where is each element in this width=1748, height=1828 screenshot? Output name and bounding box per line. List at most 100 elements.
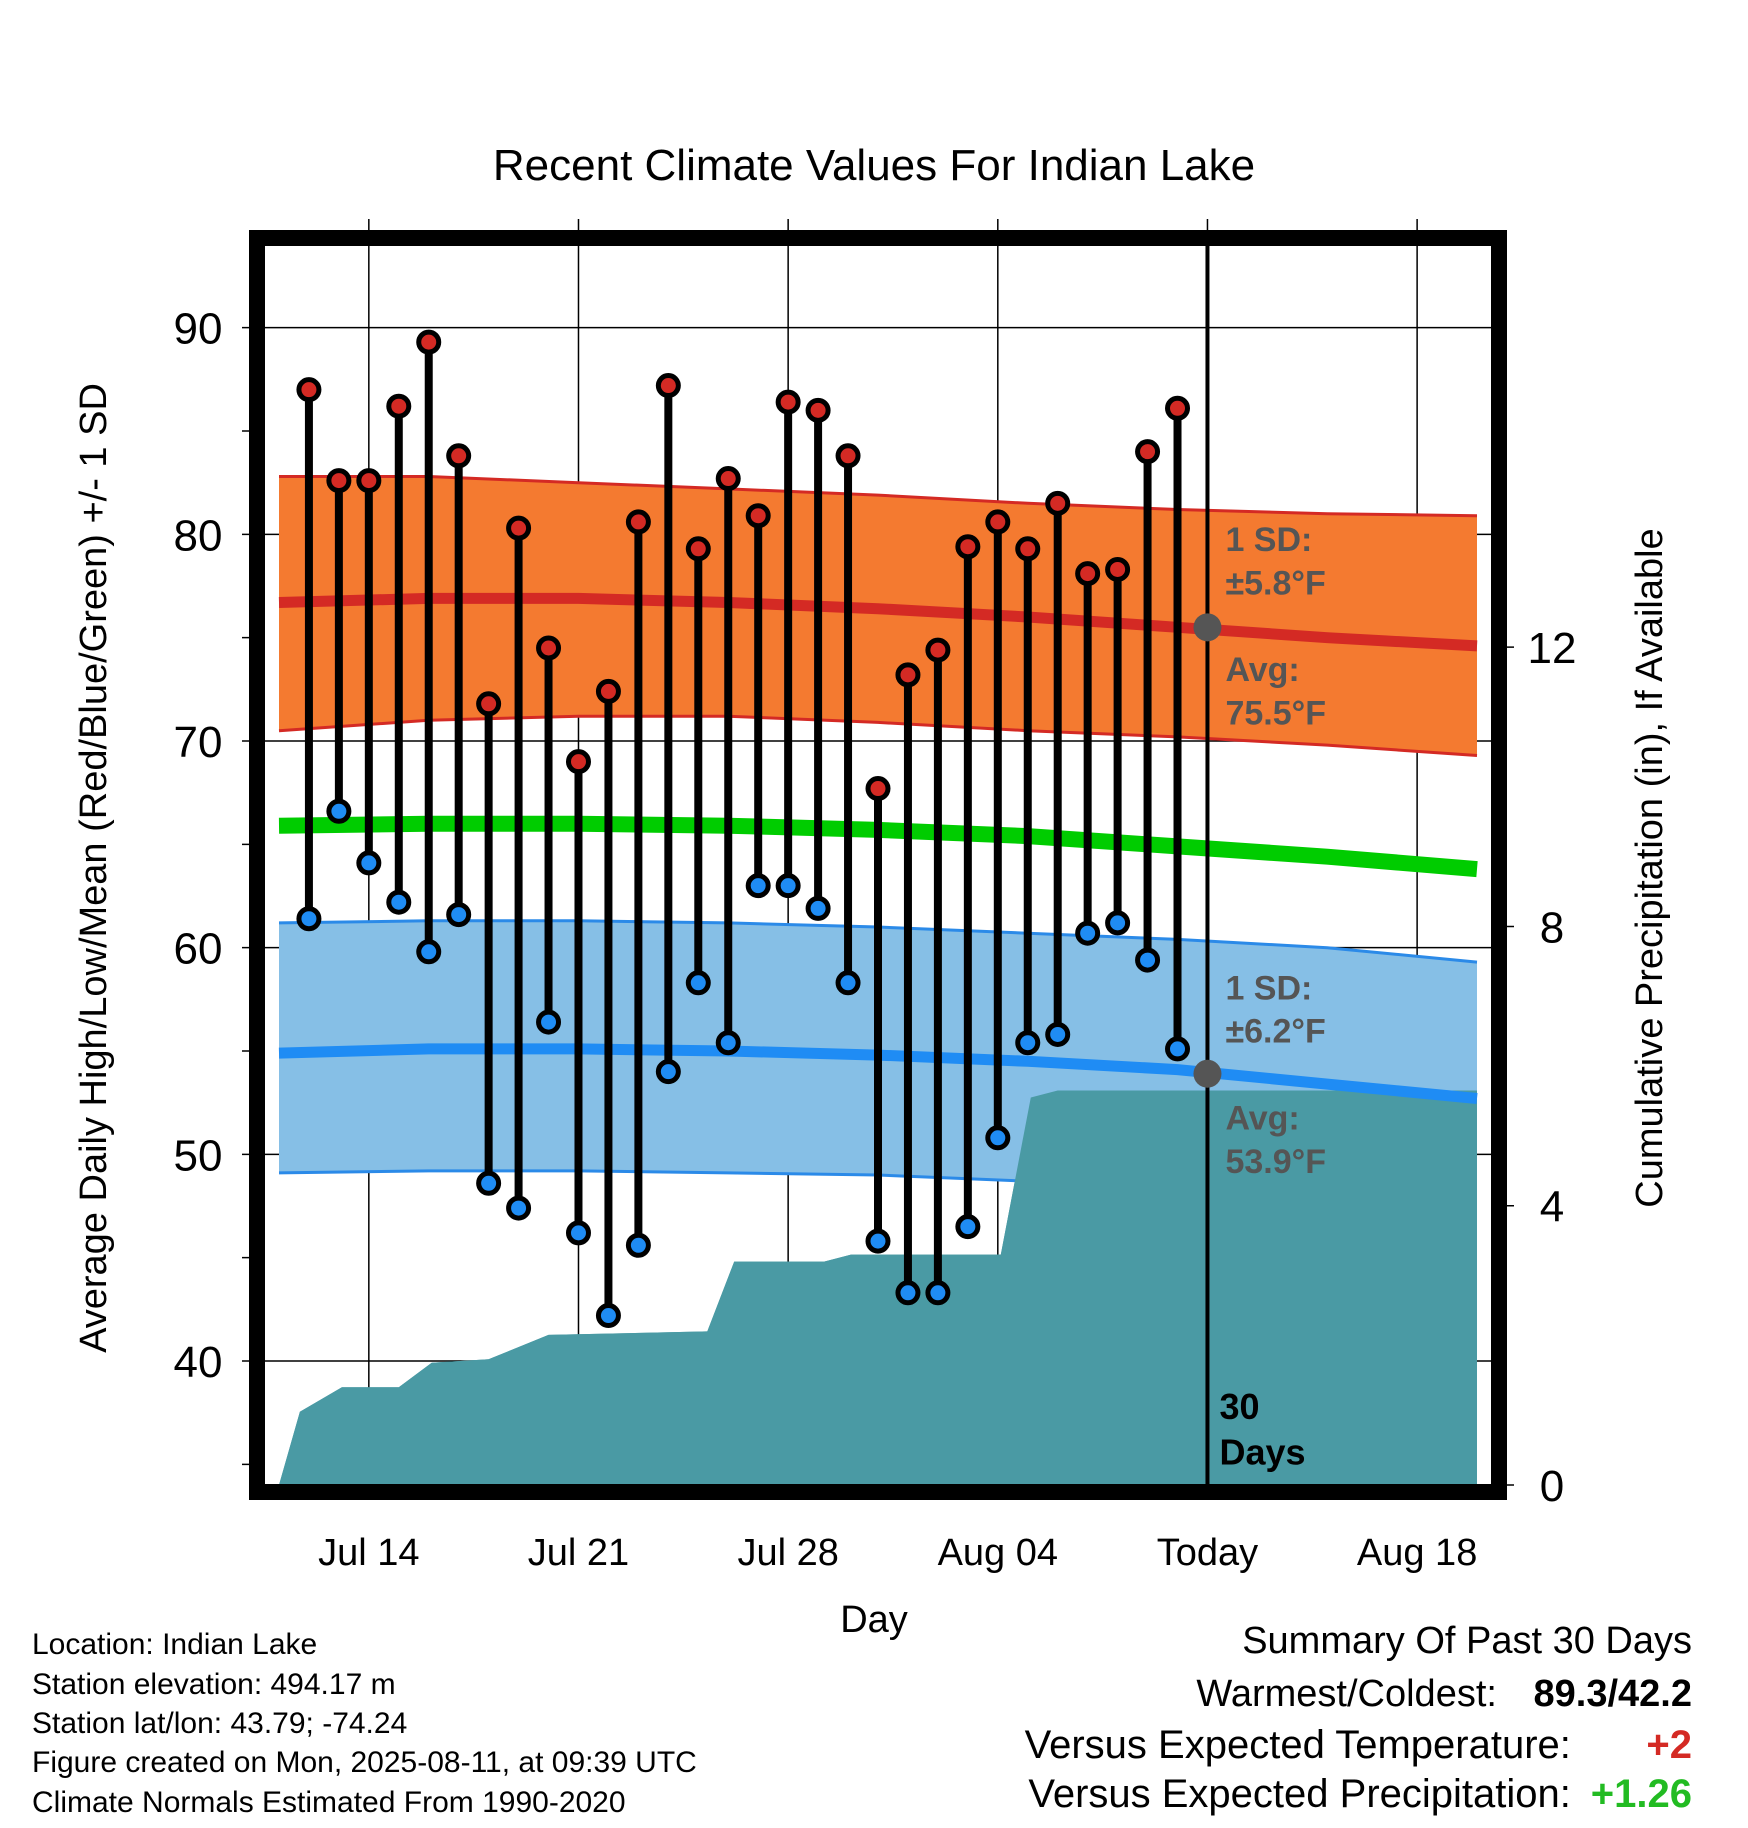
x-tick-label: Aug 04 bbox=[938, 1532, 1058, 1574]
daily-low-dot bbox=[595, 1303, 621, 1329]
high-avg-value: 75.5°F bbox=[1225, 694, 1326, 732]
chart-title: Recent Climate Values For Indian Lake bbox=[493, 141, 1255, 190]
daily-high-dot bbox=[895, 662, 921, 688]
summary-temp-row: Versus Expected Temperature: +2 bbox=[1025, 1723, 1692, 1768]
footer-normals: Climate Normals Estimated From 1990-2020 bbox=[32, 1786, 626, 1819]
daily-low-dot bbox=[985, 1125, 1011, 1151]
high-normal-upper-edge bbox=[279, 475, 1478, 518]
daily-high-dot bbox=[625, 509, 651, 535]
daily-low-dot bbox=[1075, 920, 1101, 946]
daily-high-dot bbox=[565, 749, 591, 775]
y-tick-label-right: 8 bbox=[1540, 903, 1564, 952]
daily-high-dot bbox=[925, 637, 951, 663]
high-normal-lower-edge bbox=[278, 714, 1478, 757]
y-tick-label-right: 0 bbox=[1540, 1462, 1564, 1511]
daily-high-dot bbox=[1105, 556, 1131, 582]
y-tick-label-left: 40 bbox=[174, 1338, 223, 1387]
x-tick-label: Today bbox=[1157, 1532, 1258, 1574]
days-label-number: 30 bbox=[1219, 1386, 1259, 1427]
daily-high-dot bbox=[865, 776, 891, 802]
daily-low-dot bbox=[416, 939, 442, 965]
x-tick-label: Jul 21 bbox=[528, 1532, 629, 1574]
footer-created: Figure created on Mon, 2025-08-11, at 09… bbox=[32, 1746, 697, 1779]
daily-low-dot bbox=[955, 1214, 981, 1240]
daily-low-dot bbox=[1105, 910, 1131, 936]
x-tick-label: Jul 28 bbox=[737, 1532, 838, 1574]
daily-high-dot bbox=[536, 635, 562, 661]
days-label-word: Days bbox=[1219, 1431, 1305, 1472]
daily-low-dot bbox=[655, 1059, 681, 1085]
y-axis-label-right: Cumulative Precipitation (in), If Availa… bbox=[1629, 528, 1671, 1207]
x-tick-label: Jul 14 bbox=[318, 1532, 419, 1574]
daily-low-dot bbox=[715, 1030, 741, 1056]
summary-warmest-row: Warmest/Coldest: 89.3/42.2 bbox=[1196, 1673, 1692, 1716]
daily-low-dot bbox=[1045, 1021, 1071, 1047]
daily-low-dot bbox=[356, 850, 382, 876]
high-sd-value: ±5.8°F bbox=[1225, 564, 1325, 602]
daily-low-dot bbox=[865, 1228, 891, 1254]
footer-elevation: Station elevation: 494.17 m bbox=[32, 1668, 396, 1701]
summary-temp-value: +2 bbox=[1646, 1723, 1692, 1767]
daily-low-dot bbox=[326, 798, 352, 824]
y-tick-label-left: 80 bbox=[174, 511, 223, 560]
low-avg-value: 53.9°F bbox=[1225, 1143, 1326, 1181]
daily-high-dot bbox=[296, 377, 322, 403]
footer-latlon: Station lat/lon: 43.79; -74.24 bbox=[32, 1707, 408, 1740]
daily-high-dot bbox=[955, 534, 981, 560]
daily-high-dot bbox=[595, 678, 621, 704]
summary-precip-label: Versus Expected Precipitation: bbox=[1028, 1772, 1571, 1816]
daily-high-dot bbox=[416, 329, 442, 355]
daily-low-dot bbox=[565, 1220, 591, 1246]
daily-high-dot bbox=[775, 389, 801, 415]
low-avg-title: Avg: bbox=[1225, 1100, 1299, 1138]
daily-low-dot bbox=[386, 889, 412, 915]
summary-precip-row: Versus Expected Precipitation: +1.26 bbox=[1028, 1772, 1692, 1817]
daily-high-dot bbox=[655, 373, 681, 399]
y-tick-label-right: 4 bbox=[1540, 1183, 1564, 1232]
footer-location: Location: Indian Lake bbox=[32, 1628, 318, 1661]
daily-high-dot bbox=[985, 509, 1011, 535]
daily-high-dot bbox=[476, 691, 502, 717]
daily-high-dot bbox=[1015, 536, 1041, 562]
low-sd-value: ±6.2°F bbox=[1225, 1013, 1325, 1051]
daily-high-dot bbox=[506, 515, 532, 541]
y-tick-label-left: 90 bbox=[174, 305, 223, 354]
high-normal-avg-line bbox=[278, 592, 1478, 652]
y-tick-label-left: 50 bbox=[174, 1131, 223, 1180]
daily-high-dot bbox=[1045, 490, 1071, 516]
summary-warmest-label: Warmest/Coldest: bbox=[1196, 1673, 1497, 1715]
y-tick-label-left: 70 bbox=[174, 718, 223, 767]
daily-high-dot bbox=[835, 443, 861, 469]
today-low-normal-dot bbox=[1193, 1059, 1222, 1088]
low-sd-title: 1 SD: bbox=[1225, 969, 1312, 1007]
y-tick-label-left: 60 bbox=[174, 925, 223, 974]
summary-warmest-value: 89.3/42.2 bbox=[1533, 1673, 1692, 1715]
daily-high-dot bbox=[356, 468, 382, 494]
x-tick-label: Aug 18 bbox=[1357, 1532, 1477, 1574]
daily-low-dot bbox=[685, 970, 711, 996]
daily-high-dot bbox=[326, 468, 352, 494]
daily-low-dot bbox=[1015, 1030, 1041, 1056]
daily-low-dot bbox=[775, 873, 801, 899]
daily-high-dot bbox=[1135, 439, 1161, 465]
summary-temp-label: Versus Expected Temperature: bbox=[1024, 1723, 1571, 1767]
summary-title: Summary Of Past 30 Days bbox=[1242, 1620, 1692, 1662]
daily-low-dot bbox=[925, 1280, 951, 1306]
y-tick-label-right: 12 bbox=[1528, 624, 1577, 673]
precip-area-overlay bbox=[279, 1090, 1477, 1485]
daily-low-dot bbox=[625, 1232, 651, 1258]
daily-low-dot bbox=[296, 906, 322, 932]
daily-high-dot bbox=[1165, 395, 1191, 421]
daily-high-dot bbox=[685, 536, 711, 562]
x-axis-label: Day bbox=[840, 1599, 908, 1641]
daily-high-dot bbox=[805, 397, 831, 423]
daily-low-dot bbox=[745, 873, 771, 899]
daily-high-dot bbox=[1075, 561, 1101, 587]
today-high-normal-dot bbox=[1193, 613, 1222, 642]
daily-high-dot bbox=[745, 503, 771, 529]
daily-low-dot bbox=[536, 1009, 562, 1035]
daily-low-dot bbox=[506, 1195, 532, 1221]
y-axis-label-left: Average Daily High/Low/Mean (Red/Blue/Gr… bbox=[73, 383, 115, 1353]
plot-area: 1 SD: ±5.8°F Avg: 75.5°F 1 SD: ±6.2°F Avg: 53.9… bbox=[174, 219, 1577, 1574]
